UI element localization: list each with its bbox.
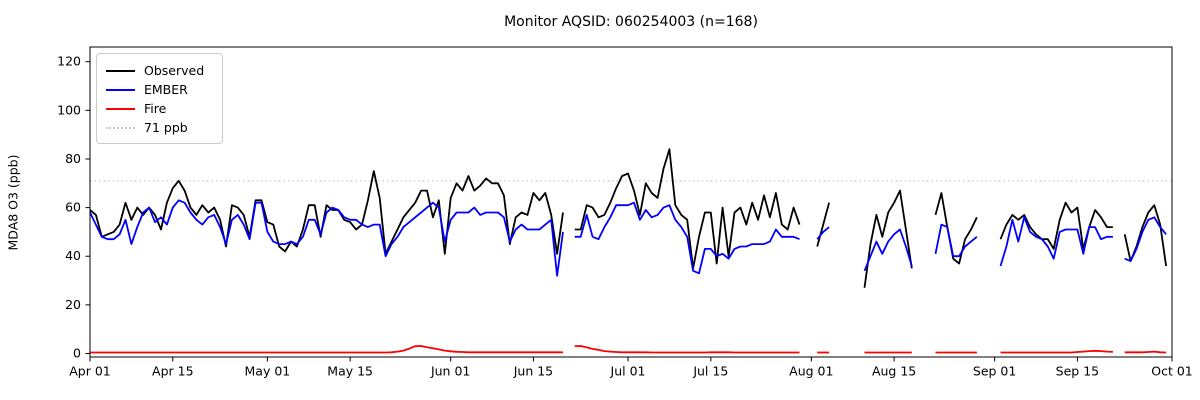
x-tick-label: Jul 01 bbox=[610, 364, 646, 379]
fire-line-sample bbox=[106, 107, 135, 110]
legend-label-fire: Fire bbox=[144, 101, 167, 116]
y-tick-label: 40 bbox=[65, 248, 81, 263]
x-tick-label: Aug 01 bbox=[789, 364, 833, 379]
y-tick-label: 80 bbox=[65, 151, 81, 166]
legend-item-fire: Fire bbox=[106, 99, 212, 118]
legend: Observed EMBER Fire 71 ppb bbox=[96, 53, 223, 144]
ember-line bbox=[89, 199, 1167, 277]
observed-line bbox=[89, 148, 1167, 288]
y-tick-label: 20 bbox=[65, 297, 81, 312]
legend-item-threshold: 71 ppb bbox=[106, 118, 212, 137]
x-tick-label: Apr 15 bbox=[152, 364, 194, 379]
y-tick-label: 60 bbox=[65, 200, 81, 215]
x-tick-label: Jun 01 bbox=[430, 364, 470, 379]
y-tick-label: 120 bbox=[57, 54, 81, 69]
ember-line-sample bbox=[106, 88, 135, 91]
plot-frame bbox=[89, 46, 1173, 358]
fire-line bbox=[90, 345, 1167, 354]
x-tick-label: Sep 01 bbox=[973, 364, 1016, 379]
y-tick-label: 0 bbox=[73, 346, 81, 361]
legend-label-ember: EMBER bbox=[144, 82, 188, 97]
y-tick-label: 100 bbox=[57, 102, 81, 117]
x-tick-label: Aug 15 bbox=[872, 364, 916, 379]
x-tick-label: Jul 15 bbox=[692, 364, 728, 379]
x-tick-label: Jun 15 bbox=[513, 364, 553, 379]
legend-label-threshold: 71 ppb bbox=[144, 120, 188, 135]
x-tick-label: May 01 bbox=[245, 364, 291, 379]
observed-line-sample bbox=[106, 69, 135, 72]
legend-item-observed: Observed bbox=[106, 61, 212, 80]
legend-item-ember: EMBER bbox=[106, 80, 212, 99]
x-tick-label: May 15 bbox=[327, 364, 373, 379]
legend-label-observed: Observed bbox=[144, 63, 205, 78]
x-tick-label: Oct 01 bbox=[1151, 364, 1193, 379]
x-tick-label: Sep 15 bbox=[1056, 364, 1099, 379]
threshold-line-sample bbox=[106, 126, 135, 129]
y-axis-ticks: 0 20 40 60 80 100 120 bbox=[57, 54, 90, 361]
x-axis-ticks: Apr 01 Apr 15 May 01 May 15 Jun 01 Jun 15 Jul … bbox=[69, 357, 1193, 379]
chart-title: Monitor AQSID: 060254003 (n=168) bbox=[504, 14, 758, 30]
x-tick-label: Apr 01 bbox=[69, 364, 111, 379]
